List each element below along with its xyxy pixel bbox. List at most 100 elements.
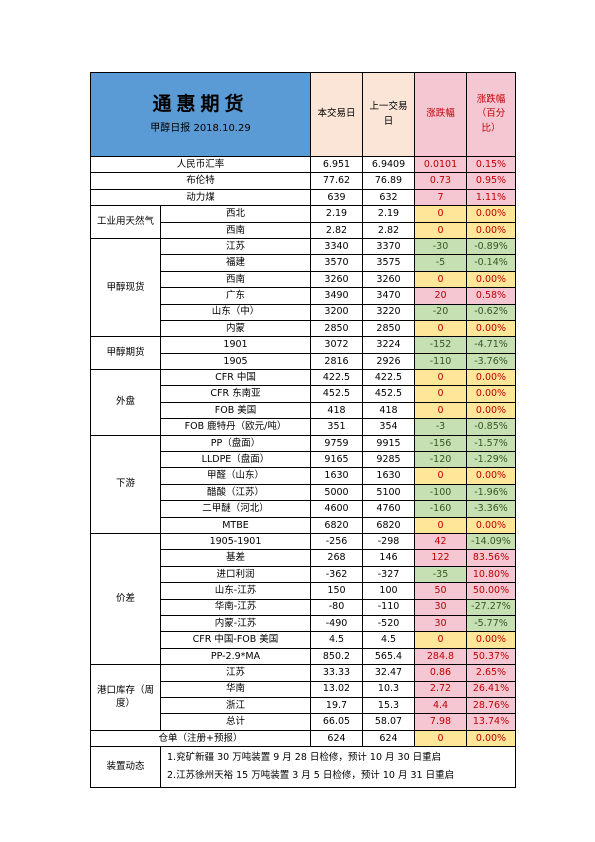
previous-value: 15.3 — [362, 696, 415, 715]
change-pct-value: 1.11% — [466, 188, 516, 207]
table-row: 福建 3570 3575 -5 -0.14% — [91, 254, 516, 272]
previous-value: -110 — [362, 598, 415, 616]
change-pct-value: -0.85% — [466, 418, 516, 436]
current-value: 9165 — [310, 451, 363, 469]
change-value: -5 — [414, 254, 467, 272]
report-title: 通惠期货 — [152, 93, 249, 115]
change-pct-value: 0.00% — [466, 319, 516, 338]
previous-value: -327 — [362, 565, 415, 584]
item-name: FOB 美国 — [160, 401, 311, 420]
change-pct-value: -1.29% — [466, 451, 516, 469]
previous-value: 2850 — [362, 319, 415, 338]
current-value: 9759 — [310, 434, 363, 453]
table-row: 港口库存（周度） 江苏 33.33 32.47 0.86 2.65% — [90, 664, 516, 731]
change-value: 7.98 — [414, 713, 467, 731]
change-value: 7 — [414, 188, 467, 207]
current-value: 3072 — [310, 336, 363, 354]
current-value: 66.05 — [310, 713, 363, 731]
previous-value: 565.4 — [362, 647, 415, 666]
current-value: 5000 — [310, 483, 363, 502]
current-value: 77.62 — [310, 172, 363, 190]
previous-value: -298 — [362, 532, 415, 551]
change-pct-value: 0.58% — [466, 287, 516, 305]
header-row: 通惠期货 甲醇日报 2018.10.29 本交易日 上一交易日 涨跌幅 涨跌幅（… — [90, 72, 516, 157]
change-pct-value: 0.00% — [466, 516, 516, 534]
previous-value: 2.19 — [362, 205, 415, 223]
table-row: 基差 268 146 122 83.56% — [91, 549, 516, 567]
change-value: 30 — [414, 614, 467, 633]
current-value: 2816 — [310, 352, 363, 371]
table-row: 人民币汇率 6.951 6.9409 0.0101 0.15% — [90, 155, 516, 174]
previous-value: 6820 — [362, 516, 415, 534]
change-pct-value: 0.00% — [466, 385, 516, 403]
change-value: 0 — [414, 385, 467, 403]
table-row: 总计 66.05 58.07 7.98 13.74% — [91, 713, 516, 731]
change-pct-value: -3.36% — [466, 500, 516, 518]
item-name: 仓单（注册+预报） — [90, 729, 311, 748]
item-name: 西南 — [160, 270, 311, 289]
previous-value: 4760 — [362, 500, 415, 518]
table-row: CFR 中国-FOB 美国 4.5 4.5 0 0.00% — [91, 631, 516, 649]
previous-value: 452.5 — [362, 385, 415, 403]
item-name: 内蒙 — [160, 319, 311, 338]
change-pct-value: 0.00% — [466, 467, 516, 485]
change-value: 122 — [414, 549, 467, 567]
item-name: 进口利润 — [160, 565, 311, 584]
change-pct-value: 26.41% — [466, 680, 516, 698]
current-value: 3340 — [310, 237, 363, 256]
change-value: -100 — [414, 483, 467, 502]
item-name: 基差 — [160, 549, 311, 567]
device-status-row: 装置动态 1.兖矿新疆 30 万吨装置 9 月 28 日检修，预计 10 月 30… — [90, 746, 516, 789]
current-value: -362 — [310, 565, 363, 584]
current-value: 268 — [310, 549, 363, 567]
item-name: 广东 — [160, 287, 311, 305]
change-pct-value: 10.80% — [466, 565, 516, 584]
item-name: 二甲醚（河北） — [160, 500, 311, 518]
title-cell: 通惠期货 甲醇日报 2018.10.29 — [90, 72, 311, 157]
item-name: 醋酸（江苏） — [160, 483, 311, 502]
device-status-line: 1.兖矿新疆 30 万吨装置 9 月 28 日检修，预计 10 月 30 日重启 — [167, 752, 442, 764]
previous-value: 3260 — [362, 270, 415, 289]
change-value: 0.0101 — [414, 155, 467, 174]
table-body: 通惠期货 甲醇日报 2018.10.29 本交易日 上一交易日 涨跌幅 涨跌幅（… — [90, 72, 516, 789]
change-pct-value: 50.37% — [466, 647, 516, 666]
table-row: 仓单（注册+预报） 624 624 0 0.00% — [90, 729, 516, 748]
current-value: 418 — [310, 401, 363, 420]
change-value: 4.4 — [414, 696, 467, 715]
change-value: 50 — [414, 582, 467, 600]
previous-value: -520 — [362, 614, 415, 633]
change-pct-value: -1.57% — [466, 434, 516, 453]
previous-value: 9915 — [362, 434, 415, 453]
change-value: 0 — [414, 221, 467, 239]
table-row: 布伦特 77.62 76.89 0.73 0.95% — [90, 172, 516, 190]
previous-value: 3220 — [362, 303, 415, 321]
table-row: 动力煤 639 632 7 1.11% — [90, 188, 516, 207]
change-pct-value: -5.77% — [466, 614, 516, 633]
item-name: 总计 — [160, 713, 311, 731]
item-name: 山东-江苏 — [160, 582, 311, 600]
previous-value: 100 — [362, 582, 415, 600]
table-row: PP-2.9*MA 850.2 565.4 284.8 50.37% — [91, 647, 516, 666]
previous-value: 10.3 — [362, 680, 415, 698]
current-value: 1630 — [310, 467, 363, 485]
change-value: 0 — [414, 369, 467, 387]
item-name: 福建 — [160, 254, 311, 272]
item-name: 1901 — [160, 336, 311, 354]
group-label: 甲醇期货 — [90, 336, 161, 371]
change-pct-value: -0.62% — [466, 303, 516, 321]
previous-value: 1630 — [362, 467, 415, 485]
current-value: 3200 — [310, 303, 363, 321]
table-row: 外盘 CFR 中国 422.5 422.5 0 0.00% — [90, 369, 516, 436]
change-value: -160 — [414, 500, 467, 518]
change-value: 42 — [414, 532, 467, 551]
change-value: 0 — [414, 467, 467, 485]
change-value: 0 — [414, 729, 467, 748]
previous-value: 9285 — [362, 451, 415, 469]
current-value: -80 — [310, 598, 363, 616]
previous-value: 3575 — [362, 254, 415, 272]
previous-value: 58.07 — [362, 713, 415, 731]
previous-value: 632 — [362, 188, 415, 207]
change-value: 2.72 — [414, 680, 467, 698]
group-label: 港口库存（周度） — [90, 664, 161, 731]
change-pct-value: -14.09% — [466, 532, 516, 551]
